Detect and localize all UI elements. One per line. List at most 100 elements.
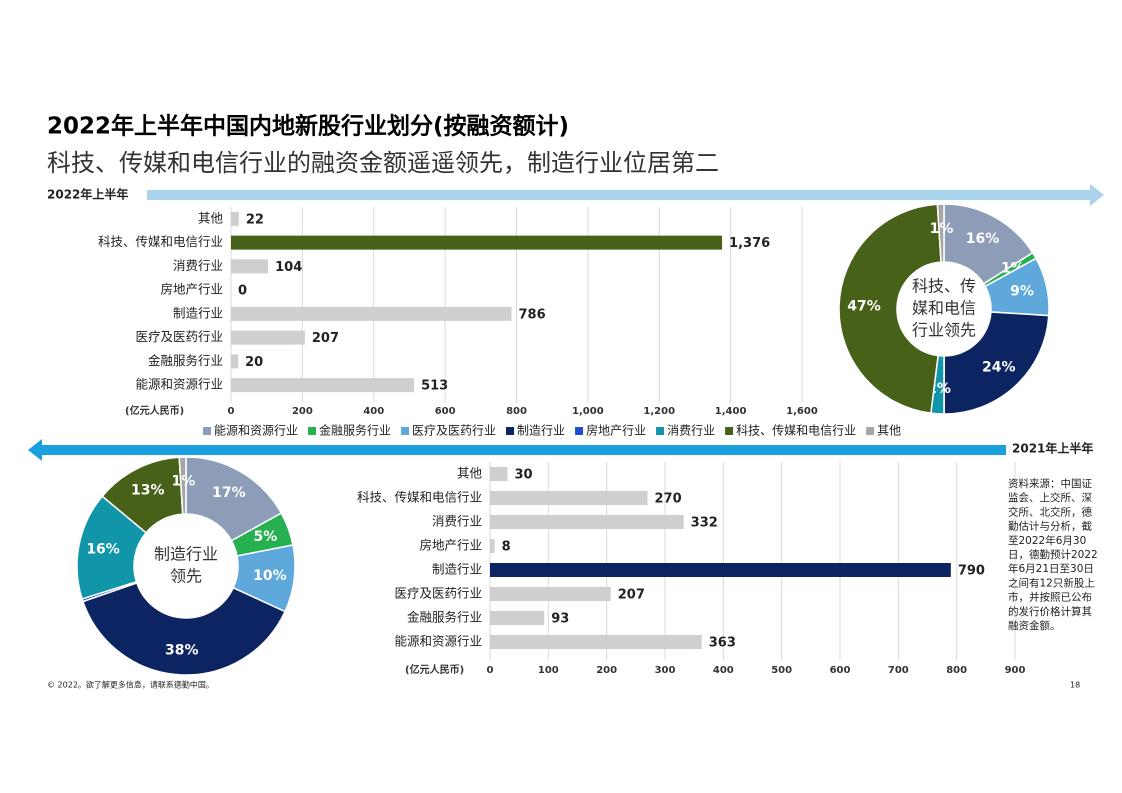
slice-label: 17% bbox=[212, 485, 246, 501]
legend-label: 制造行业 bbox=[517, 424, 565, 438]
legend-label: 金融服务行业 bbox=[319, 423, 391, 438]
page-number: 18 bbox=[1070, 681, 1080, 690]
bar bbox=[490, 611, 545, 625]
center-label: 制造行业 bbox=[154, 545, 218, 564]
center-label: 科技、传 bbox=[912, 277, 976, 296]
x-tick-label: 200 bbox=[596, 665, 617, 676]
source-line: 资料来源：中国证 bbox=[1008, 477, 1092, 490]
arrow-left bbox=[28, 439, 1006, 461]
slice-label: 16% bbox=[966, 231, 1000, 247]
legend-swatch bbox=[506, 427, 515, 435]
donut-slice bbox=[81, 581, 286, 676]
x-tick-label: 600 bbox=[435, 406, 456, 417]
category-label: 能源和资源行业 bbox=[135, 377, 223, 392]
bar bbox=[231, 259, 269, 274]
category-label: 科技、传媒和电信行业 bbox=[98, 234, 223, 249]
x-tick-label: 700 bbox=[888, 665, 909, 676]
slice-label: 10% bbox=[253, 568, 287, 584]
bar bbox=[490, 467, 508, 481]
legend-label: 消费行业 bbox=[667, 424, 715, 438]
value-label: 22 bbox=[246, 212, 264, 227]
x-tick-label: 500 bbox=[771, 665, 792, 676]
category-label: 医疗及医药行业 bbox=[394, 586, 482, 601]
x-tick-label: 800 bbox=[946, 665, 967, 676]
x-tick-label: 400 bbox=[363, 406, 384, 417]
value-label: 93 bbox=[551, 612, 569, 627]
legend-label: 医疗及医药行业 bbox=[412, 424, 496, 438]
value-label: 8 bbox=[502, 540, 511, 555]
category-label: 其他 bbox=[198, 210, 224, 225]
bar bbox=[231, 354, 239, 369]
value-label: 786 bbox=[519, 307, 546, 322]
value-label: 332 bbox=[691, 516, 718, 531]
legend-swatch bbox=[866, 427, 875, 435]
category-label: 金融服务行业 bbox=[148, 353, 223, 368]
slice-label: 38% bbox=[165, 642, 199, 658]
legend-swatch bbox=[575, 427, 584, 435]
value-label: 207 bbox=[312, 331, 339, 346]
value-label: 30 bbox=[515, 468, 533, 483]
period-label: 2021年上半年 bbox=[1012, 441, 1093, 456]
x-tick-label: 1,600 bbox=[786, 406, 818, 417]
source-line: 至2022年6月30 bbox=[1008, 534, 1086, 547]
value-label: 0 bbox=[238, 284, 247, 299]
slice-label: 5% bbox=[253, 529, 277, 545]
x-tick-label: 200 bbox=[292, 406, 313, 417]
bar bbox=[231, 235, 723, 250]
legend-label: 其他 bbox=[877, 424, 901, 438]
source-line: 交所、北交所，德 bbox=[1008, 505, 1092, 518]
slice-label: 1% bbox=[930, 221, 954, 237]
x-tick-label: 300 bbox=[655, 665, 676, 676]
bar bbox=[490, 539, 495, 553]
legend-label: 房地产行业 bbox=[586, 423, 646, 438]
source-line: 年6月21日至30日 bbox=[1008, 562, 1094, 575]
footer: © 2022。欲了解更多信息，请联系德勤中国。 bbox=[47, 680, 214, 690]
value-label: 270 bbox=[655, 492, 682, 507]
legend-swatch bbox=[308, 427, 317, 435]
center-label: 领先 bbox=[170, 567, 202, 586]
value-label: 20 bbox=[245, 355, 263, 370]
category-label: 金融服务行业 bbox=[407, 610, 482, 625]
legend-swatch bbox=[725, 427, 734, 435]
bar bbox=[231, 211, 239, 226]
category-label: 消费行业 bbox=[173, 258, 223, 273]
axis-label: (亿元人民币) bbox=[125, 404, 184, 417]
legend-swatch bbox=[656, 427, 665, 435]
center-label: 行业领先 bbox=[912, 321, 976, 340]
category-label: 其他 bbox=[457, 466, 483, 481]
donut-slice bbox=[943, 311, 1050, 415]
arrow-right bbox=[147, 184, 1104, 206]
category-label: 制造行业 bbox=[432, 562, 482, 577]
bar bbox=[490, 563, 951, 577]
source-line: 的发行价格计算其 bbox=[1008, 605, 1092, 618]
value-label: 1,376 bbox=[729, 236, 770, 251]
category-label: 能源和资源行业 bbox=[394, 634, 482, 649]
x-tick-label: 600 bbox=[830, 665, 851, 676]
category-label: 科技、传媒和电信行业 bbox=[357, 490, 482, 505]
title: 2022年上半年中国内地新股行业划分(按融资额计) bbox=[47, 113, 569, 140]
value-label: 104 bbox=[275, 260, 302, 275]
category-label: 制造行业 bbox=[173, 305, 223, 320]
x-tick-label: 400 bbox=[713, 665, 734, 676]
x-tick-label: 1,400 bbox=[715, 406, 747, 417]
bar bbox=[490, 515, 684, 529]
legend-label: 能源和资源行业 bbox=[214, 424, 298, 438]
center-label: 媒和电信 bbox=[912, 299, 976, 318]
x-tick-label: 900 bbox=[1005, 665, 1026, 676]
x-tick-label: 100 bbox=[538, 665, 559, 676]
donut-slice bbox=[178, 456, 187, 515]
value-label: 363 bbox=[709, 636, 736, 651]
legend-swatch bbox=[401, 427, 410, 435]
source-line: 勤估计与分析，截 bbox=[1008, 520, 1092, 533]
value-label: 513 bbox=[421, 379, 448, 394]
x-tick-label: 0 bbox=[487, 665, 494, 676]
bar bbox=[490, 491, 648, 505]
slice-label: 24% bbox=[982, 359, 1016, 375]
x-tick-label: 1,000 bbox=[572, 406, 604, 417]
source-line: 之间有12只新股上 bbox=[1008, 576, 1095, 589]
source-line: 监会、上交所、深 bbox=[1008, 491, 1092, 504]
source-line: 日，德勤预计2022 bbox=[1008, 548, 1098, 561]
slice-label: 47% bbox=[847, 298, 881, 314]
slice-label: 13% bbox=[131, 483, 165, 499]
